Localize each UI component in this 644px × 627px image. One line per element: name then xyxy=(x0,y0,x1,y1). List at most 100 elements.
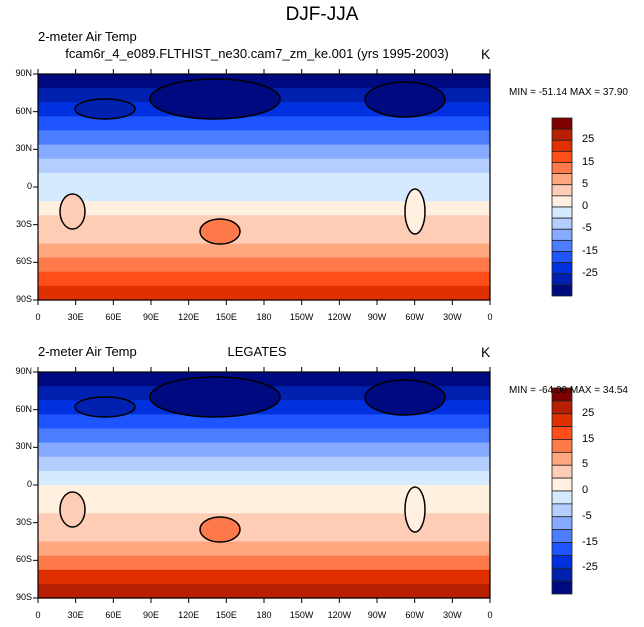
contour-band xyxy=(38,583,490,599)
colorbar-box xyxy=(551,477,573,492)
lon-tick-label: 0 xyxy=(487,312,493,322)
lat-tick-label: 90S xyxy=(15,592,32,602)
contour-band xyxy=(38,201,490,216)
colorbar-label: 5 xyxy=(582,458,589,471)
contour-band xyxy=(38,172,490,188)
units-label: K xyxy=(481,46,491,62)
contour-band xyxy=(38,499,490,514)
lon-tick-label: 30W xyxy=(443,312,462,322)
colorbar-box xyxy=(551,262,573,275)
colorbar-box xyxy=(551,128,573,141)
colorbar-label: -25 xyxy=(582,561,598,574)
contour-band xyxy=(38,569,490,585)
lon-tick-label: 180 xyxy=(256,610,272,620)
figure-title: DJF-JJA xyxy=(285,4,359,25)
lon-tick-label: 120W xyxy=(327,610,352,620)
colorbar-box xyxy=(551,439,573,453)
continent-outline xyxy=(364,379,446,416)
colorbar-box xyxy=(551,173,573,186)
lon-tick-label: 120E xyxy=(178,312,200,322)
lon-tick-label: 30E xyxy=(67,610,84,620)
contour-band xyxy=(38,513,490,528)
colorbar-box xyxy=(551,195,573,208)
contour-band xyxy=(38,144,490,160)
continent-outline xyxy=(199,218,241,245)
colorbar-box xyxy=(551,529,573,543)
colorbar-box xyxy=(551,464,573,479)
lon-tick-label: 90W xyxy=(367,312,387,322)
contour-band xyxy=(38,158,490,174)
contour-band xyxy=(38,116,490,132)
center-string: LEGATES xyxy=(227,344,287,359)
continent-outline xyxy=(74,396,136,418)
lon-tick-label: 90E xyxy=(142,610,159,620)
colorbar-label: -5 xyxy=(582,222,592,235)
lon-tick-label: 30W xyxy=(443,610,462,620)
lon-tick-label: 0 xyxy=(35,312,41,322)
lat-tick-label: 60S xyxy=(15,554,32,565)
center-string: fcam6r_4_e089.FLTHIST_ne30.cam7_zm_ke.00… xyxy=(65,46,449,61)
lon-tick-label: 120W xyxy=(327,312,352,322)
colorbar-box xyxy=(551,139,573,152)
lat-tick-label: 60S xyxy=(15,256,32,267)
lon-tick-label: 60W xyxy=(405,312,424,322)
lon-tick-label: 60E xyxy=(105,312,122,322)
lat-tick-label: 30S xyxy=(15,516,32,527)
lon-tick-label: 150W xyxy=(289,610,314,620)
contour-band xyxy=(38,271,490,287)
contour-band xyxy=(38,485,490,500)
lat-tick-label: 30S xyxy=(15,218,32,229)
colorbar-box xyxy=(551,451,573,466)
lat-tick-label: 30N xyxy=(15,441,32,452)
map-panel-2 xyxy=(33,367,491,603)
map-panel-1 xyxy=(33,69,491,305)
continent-outline xyxy=(404,188,426,235)
lon-tick-label: 150W xyxy=(289,312,314,322)
colorbar-label: 15 xyxy=(582,432,595,445)
colorbar-label: 0 xyxy=(582,484,589,496)
contour-band xyxy=(38,130,490,146)
colorbar-label: -15 xyxy=(582,535,598,548)
lon-tick-label: 90W xyxy=(367,610,387,620)
colorbar-box xyxy=(551,554,573,569)
colorbar-box xyxy=(551,206,573,219)
min-max-label: MIN = -64.00 MAX = 34.54 xyxy=(509,385,628,396)
lat-tick-label: 90N xyxy=(15,366,32,376)
colorbar-box xyxy=(551,400,573,415)
colorbar-box xyxy=(551,117,573,130)
lat-tick-label: 90N xyxy=(15,68,32,78)
lon-tick-label: 0 xyxy=(487,610,493,620)
colorbar-box xyxy=(551,184,573,197)
colorbar xyxy=(551,387,573,595)
colorbar-box xyxy=(551,503,573,518)
continent-outline xyxy=(74,98,136,120)
colorbar-box xyxy=(551,239,573,252)
colorbar-label: 25 xyxy=(582,133,595,146)
lon-tick-label: 180 xyxy=(256,312,272,322)
colorbar-box xyxy=(551,426,573,440)
min-max-label: MIN = -51.14 MAX = 37.90 xyxy=(509,87,628,98)
colorbar-box xyxy=(551,162,573,175)
contour-band xyxy=(38,541,490,557)
lat-tick-label: 60N xyxy=(15,403,32,414)
colorbar-box xyxy=(551,542,573,556)
contour-band xyxy=(38,527,490,543)
lon-tick-label: 90E xyxy=(142,312,159,322)
contour-band xyxy=(38,442,490,458)
lon-tick-label: 0 xyxy=(35,610,41,620)
colorbar-box xyxy=(551,516,573,531)
colorbar-label: 15 xyxy=(582,155,595,168)
colorbar-box xyxy=(551,490,573,505)
continent-outline xyxy=(149,78,281,120)
lon-tick-label: 150E xyxy=(215,312,237,322)
continent-outline xyxy=(59,491,86,528)
continent-outline xyxy=(199,516,241,543)
lon-tick-label: 120E xyxy=(178,610,200,620)
colorbar-label: 25 xyxy=(582,406,595,419)
contour-band xyxy=(38,229,490,245)
lat-tick-label: 60N xyxy=(15,105,32,116)
contour-band xyxy=(38,243,490,259)
lon-tick-label: 60E xyxy=(105,610,122,620)
